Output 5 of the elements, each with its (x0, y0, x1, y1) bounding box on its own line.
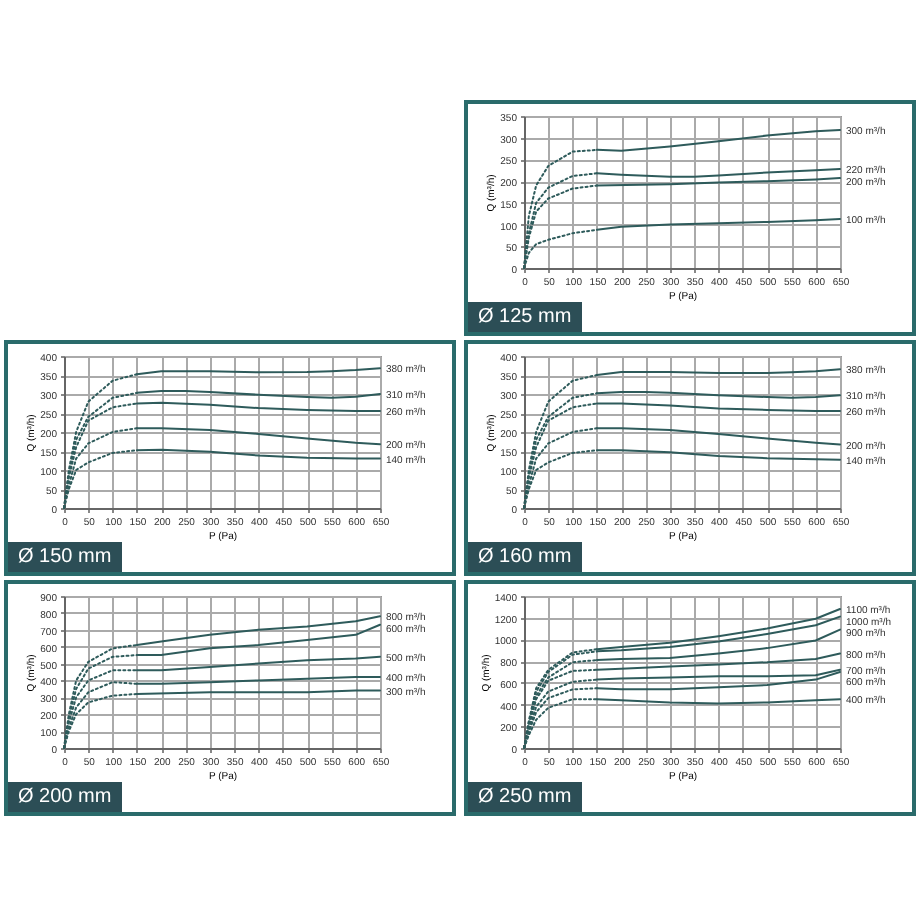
text: Ø 160 mm (468, 542, 582, 572)
text: Ø 250 mm (468, 782, 582, 812)
text: Ø 150 mm (8, 542, 122, 572)
text: Ø 125 mm (468, 302, 582, 332)
text: Ø 200 mm (8, 782, 122, 812)
